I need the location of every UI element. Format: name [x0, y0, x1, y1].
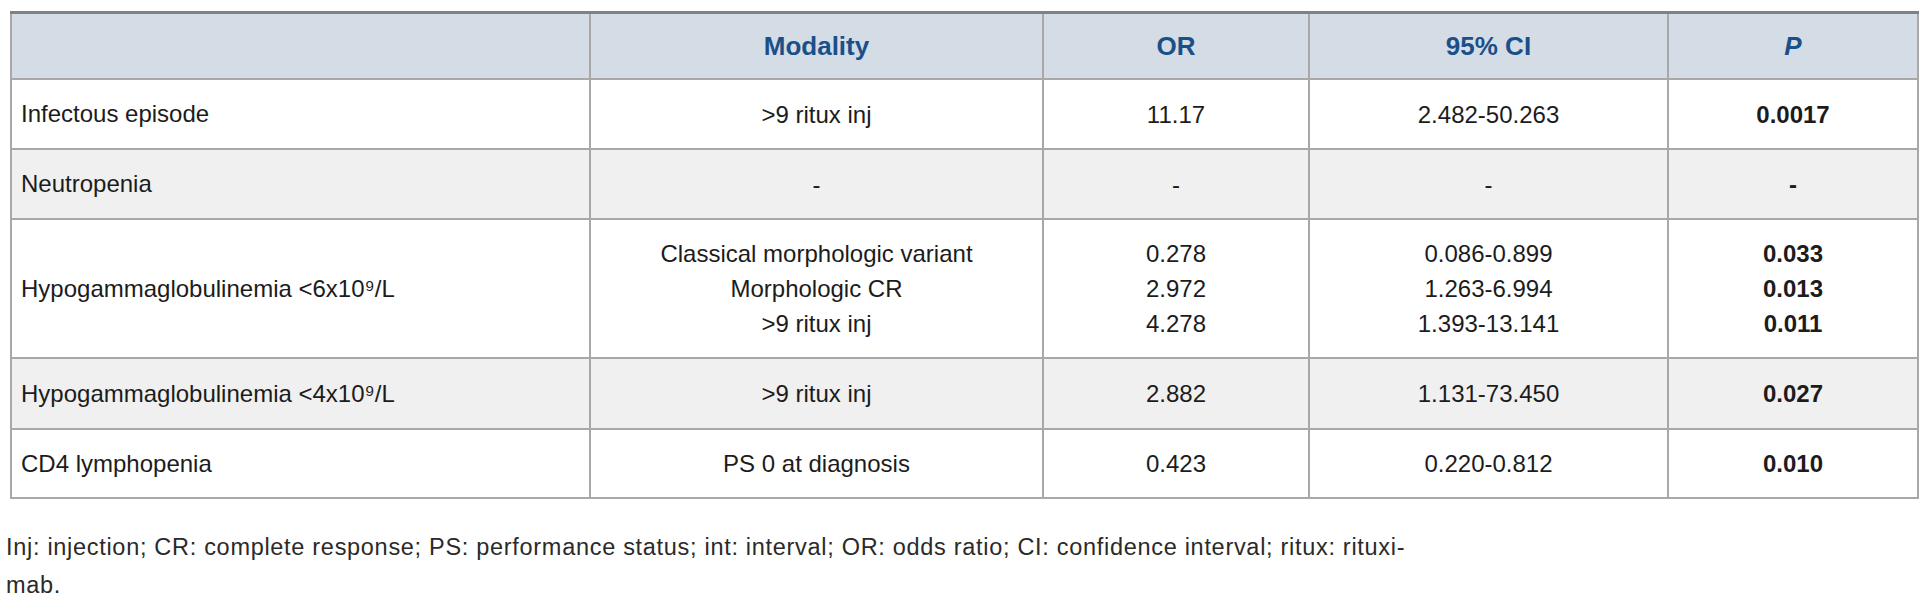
ci-value: 0.086-0.899 — [1310, 236, 1667, 271]
condition-label: Infectous episode — [11, 79, 590, 149]
or-cell: 0.278 2.972 4.278 — [1043, 219, 1309, 358]
ci-value: - — [1310, 167, 1667, 202]
ci-cell: 0.086-0.899 1.263-6.994 1.393-13.141 — [1309, 219, 1668, 358]
p-value: 0.033 — [1669, 236, 1917, 271]
ci-value: 1.393-13.141 — [1310, 306, 1667, 341]
or-value: 2.972 — [1044, 271, 1308, 306]
p-cell: 0.033 0.013 0.011 — [1668, 219, 1918, 358]
p-value: 0.013 — [1669, 271, 1917, 306]
modality-value: Morphologic CR — [591, 271, 1042, 306]
condition-label: Hypogammaglobulinemia <6x10⁹/L — [11, 219, 590, 358]
or-cell: 0.423 — [1043, 429, 1309, 498]
p-value: 0.010 — [1669, 446, 1917, 481]
or-cell: - — [1043, 149, 1309, 219]
modality-cell: PS 0 at diagnosis — [590, 429, 1043, 498]
or-value: 4.278 — [1044, 306, 1308, 341]
ci-cell: 2.482-50.263 — [1309, 79, 1668, 149]
modality-value: PS 0 at diagnosis — [591, 446, 1042, 481]
condition-label: Neutropenia — [11, 149, 590, 219]
modality-cell: >9 ritux inj — [590, 79, 1043, 149]
outcomes-table-container: Modality OR 95% CI P Infectous episode >… — [10, 11, 1919, 499]
ci-value: 2.482-50.263 — [1310, 97, 1667, 132]
or-value: 0.278 — [1044, 236, 1308, 271]
p-value: 0.0017 — [1669, 97, 1917, 132]
header-cell-modality: Modality — [590, 13, 1043, 80]
or-value: 2.882 — [1044, 376, 1308, 411]
condition-label: CD4 lymphopenia — [11, 429, 590, 498]
header-cell-p: P — [1668, 13, 1918, 80]
ci-cell: 1.131-73.450 — [1309, 358, 1668, 429]
table-footnote: Inj: injection; CR: complete response; P… — [6, 528, 1920, 604]
ci-value: 0.220-0.812 — [1310, 446, 1667, 481]
p-cell: 0.010 — [1668, 429, 1918, 498]
modality-value: >9 ritux inj — [591, 97, 1042, 132]
or-value: 0.423 — [1044, 446, 1308, 481]
table-row-hypogamma-4: Hypogammaglobulinemia <4x10⁹/L >9 ritux … — [11, 358, 1918, 429]
p-cell: - — [1668, 149, 1918, 219]
modality-cell: Classical morphologic variant Morphologi… — [590, 219, 1043, 358]
header-row: Modality OR 95% CI P — [11, 13, 1918, 80]
header-cell-ci: 95% CI — [1309, 13, 1668, 80]
modality-value: - — [591, 167, 1042, 202]
modality-cell: - — [590, 149, 1043, 219]
table-row-neutropenia: Neutropenia - - - - — [11, 149, 1918, 219]
ci-value: 1.131-73.450 — [1310, 376, 1667, 411]
p-cell: 0.027 — [1668, 358, 1918, 429]
or-cell: 2.882 — [1043, 358, 1309, 429]
modality-value: >9 ritux inj — [591, 306, 1042, 341]
p-cell: 0.0017 — [1668, 79, 1918, 149]
table-row-infectous-episode: Infectous episode >9 ritux inj 11.17 2.4… — [11, 79, 1918, 149]
footnote-line: Inj: injection; CR: complete response; P… — [6, 528, 1920, 566]
header-cell-condition — [11, 13, 590, 80]
p-value: 0.027 — [1669, 376, 1917, 411]
p-value: 0.011 — [1669, 306, 1917, 341]
or-value: - — [1044, 167, 1308, 202]
ci-cell: - — [1309, 149, 1668, 219]
outcomes-table: Modality OR 95% CI P Infectous episode >… — [10, 11, 1919, 499]
table-row-cd4-lymphopenia: CD4 lymphopenia PS 0 at diagnosis 0.423 … — [11, 429, 1918, 498]
footnote-line: mab. — [6, 566, 1920, 604]
ci-value: 1.263-6.994 — [1310, 271, 1667, 306]
modality-cell: >9 ritux inj — [590, 358, 1043, 429]
or-value: 11.17 — [1044, 97, 1308, 132]
condition-label: Hypogammaglobulinemia <4x10⁹/L — [11, 358, 590, 429]
modality-value: Classical morphologic variant — [591, 236, 1042, 271]
or-cell: 11.17 — [1043, 79, 1309, 149]
table-row-hypogamma-6: Hypogammaglobulinemia <6x10⁹/L Classical… — [11, 219, 1918, 358]
header-cell-or: OR — [1043, 13, 1309, 80]
modality-value: >9 ritux inj — [591, 376, 1042, 411]
ci-cell: 0.220-0.812 — [1309, 429, 1668, 498]
p-value: - — [1669, 167, 1917, 202]
